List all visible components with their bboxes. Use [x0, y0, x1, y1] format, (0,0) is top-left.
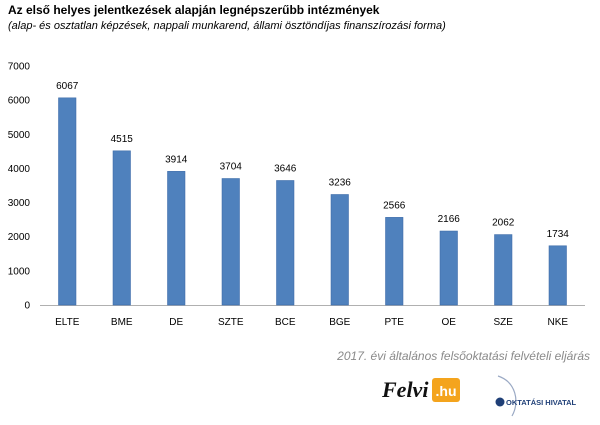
x-tick-label: BME: [111, 317, 133, 328]
bar: [494, 234, 513, 306]
data-label: 1734: [547, 229, 570, 240]
data-label: 2062: [492, 218, 515, 229]
x-tick-label: DE: [169, 317, 183, 328]
y-tick-label: 0: [24, 301, 30, 312]
x-tick-label: OE: [442, 317, 457, 328]
bar: [548, 245, 567, 306]
oh-logo-dot-icon: [495, 397, 505, 407]
y-tick-label: 2000: [8, 232, 31, 243]
data-label: 4515: [111, 134, 134, 145]
data-label: 3646: [274, 164, 297, 175]
x-tick-label: BCE: [275, 317, 296, 328]
y-tick-label: 5000: [8, 130, 31, 141]
felvi-logo-suffix: .hu: [436, 383, 457, 399]
felvi-logo-text: Felvi: [381, 377, 429, 402]
felvi-logo-badge: [432, 378, 460, 402]
bar-chart: 0 1000 2000 3000 4000 5000 6000 7000 6067 ELTE 451…: [8, 62, 585, 328]
x-tick-label: NKE: [547, 317, 568, 328]
bar: [439, 230, 458, 306]
bar: [167, 171, 186, 306]
data-label: 2166: [438, 214, 461, 225]
y-tick-label: 4000: [8, 164, 31, 175]
bar: [330, 194, 349, 306]
data-label: 6067: [56, 81, 79, 92]
chart-title: Az első helyes jelentkezések alapján leg…: [8, 3, 380, 17]
y-tick-label: 3000: [8, 198, 31, 209]
data-label: 3914: [165, 154, 188, 165]
oh-logo-text: OKTATÁSI HIVATAL: [506, 398, 577, 407]
bar: [221, 178, 240, 306]
oktatasi-hivatal-logo: OKTATÁSI HIVATAL: [495, 375, 577, 417]
x-tick-label: SZE: [494, 317, 514, 328]
y-tick-label: 1000: [8, 266, 31, 277]
x-tick-label: PTE: [385, 317, 405, 328]
source-note: 2017. évi általános felsőoktatási felvét…: [337, 349, 590, 363]
bar: [112, 150, 131, 306]
data-label: 2566: [383, 200, 406, 211]
data-label: 3704: [220, 162, 243, 173]
bar: [276, 180, 295, 306]
bar: [58, 97, 77, 306]
felvi-logo: Felvi .hu: [381, 377, 460, 402]
x-tick-label: SZTE: [218, 317, 244, 328]
y-tick-label: 6000: [8, 96, 31, 107]
chart-subtitle: (alap- és osztatlan képzések, nappali mu…: [8, 20, 446, 32]
data-label: 3236: [329, 178, 352, 189]
x-tick-label: ELTE: [55, 317, 80, 328]
bar: [385, 217, 404, 306]
x-tick-label: BGE: [329, 317, 350, 328]
oh-logo-arc-icon: [497, 375, 517, 417]
y-tick-label: 7000: [8, 62, 31, 73]
